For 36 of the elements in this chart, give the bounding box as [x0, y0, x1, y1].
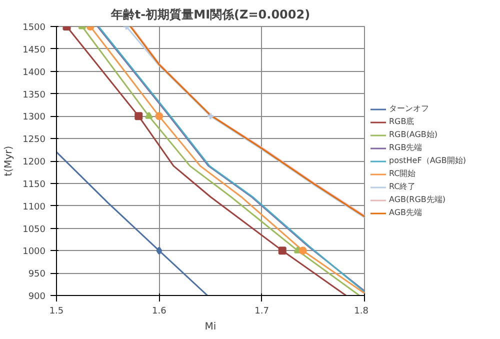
- point: [156, 246, 162, 255]
- legend-label: RGB(AGB始): [389, 129, 438, 140]
- x-tick-label: 1.7: [254, 306, 270, 316]
- y-tick-label: 1400: [22, 68, 46, 78]
- legend-label: RGB先端: [389, 142, 422, 154]
- legend-label: AGB(RGB先端): [389, 194, 446, 206]
- y-tick-label: 1500: [22, 23, 46, 33]
- y-axis-title: t(Myr): [4, 146, 15, 176]
- y-tick-label: 1250: [22, 135, 46, 146]
- legend-label: RGB底: [389, 116, 414, 128]
- y-tick-label: 950: [28, 270, 46, 280]
- y-tick-label: 1000: [22, 247, 46, 258]
- y-tick-label: 900: [28, 292, 46, 302]
- y-tick-label: 1450: [22, 45, 46, 56]
- point: [298, 246, 307, 255]
- legend-label: RC終了: [389, 181, 416, 192]
- legend-label: AGB先端: [389, 207, 422, 218]
- legend-label: ターンオフ: [389, 103, 429, 114]
- line-series: [56, 151, 208, 296]
- legend-label: RC開始: [389, 168, 416, 180]
- point: [278, 246, 286, 255]
- x-tick-label: 1.6: [152, 306, 167, 316]
- y-tick-label: 1050: [22, 224, 46, 235]
- y-tick-label: 1200: [22, 158, 46, 168]
- point: [155, 112, 164, 120]
- y-tick-label: 1100: [22, 202, 46, 212]
- x-tick-label: 1.5: [49, 306, 64, 316]
- x-axis-title: Mi: [204, 322, 216, 332]
- y-tick-label: 1150: [22, 180, 46, 190]
- point: [206, 112, 214, 120]
- chart-title: 年齢t-初期質量MI関係(Z=0.0002): [110, 8, 310, 22]
- y-tick-label: 1350: [22, 90, 46, 100]
- legend-label: postHeF（AGB開始): [389, 155, 466, 166]
- x-tick-label: 1.8: [354, 306, 369, 316]
- point: [134, 112, 143, 120]
- y-tick-label: 1300: [22, 112, 46, 123]
